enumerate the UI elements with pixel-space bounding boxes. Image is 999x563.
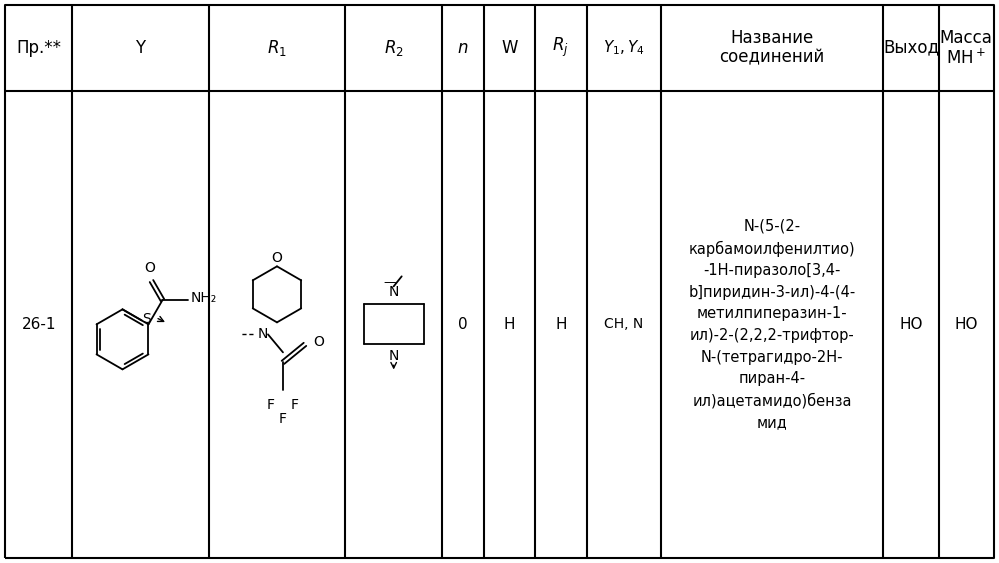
Text: $Y_1, Y_4$: $Y_1, Y_4$ xyxy=(602,38,644,57)
Text: N-(5-(2-
карбамоилфенилтио)
-1H-пиразоло[3,4-
b]пиридин-3-ил)-4-(4-
метилпипераз: N-(5-(2- карбамоилфенилтио) -1H-пиразоло… xyxy=(688,218,855,431)
Text: $R_1$: $R_1$ xyxy=(267,38,287,58)
Text: Y: Y xyxy=(136,39,146,57)
Text: $R_2$: $R_2$ xyxy=(384,38,404,58)
Text: $R_j$: $R_j$ xyxy=(552,36,569,60)
Text: O: O xyxy=(144,261,155,275)
Text: HO: HO xyxy=(955,317,978,332)
Text: F: F xyxy=(267,399,275,412)
Text: Масса: Масса xyxy=(940,29,993,47)
Text: NH₂: NH₂ xyxy=(191,291,217,305)
Text: n: n xyxy=(458,39,469,57)
Text: MH$^+$: MH$^+$ xyxy=(946,48,986,68)
Text: O: O xyxy=(272,251,283,265)
Text: O: O xyxy=(313,336,324,350)
Text: HO: HO xyxy=(899,317,923,332)
Text: N: N xyxy=(258,327,268,341)
Text: N: N xyxy=(389,350,399,363)
Text: S: S xyxy=(143,312,151,327)
Text: CH, N: CH, N xyxy=(604,318,643,332)
Text: 0: 0 xyxy=(459,317,468,332)
Text: —: — xyxy=(384,276,396,289)
Text: 26-1: 26-1 xyxy=(21,317,56,332)
Text: H: H xyxy=(503,317,515,332)
Text: Выход: Выход xyxy=(883,39,939,57)
Text: F: F xyxy=(291,399,299,412)
Text: W: W xyxy=(501,39,517,57)
Text: Название: Название xyxy=(730,29,813,47)
Text: N: N xyxy=(389,285,399,300)
Text: H: H xyxy=(555,317,566,332)
Text: соединений: соединений xyxy=(719,49,824,67)
Text: F: F xyxy=(279,412,287,426)
Text: Пр.**: Пр.** xyxy=(16,39,61,57)
